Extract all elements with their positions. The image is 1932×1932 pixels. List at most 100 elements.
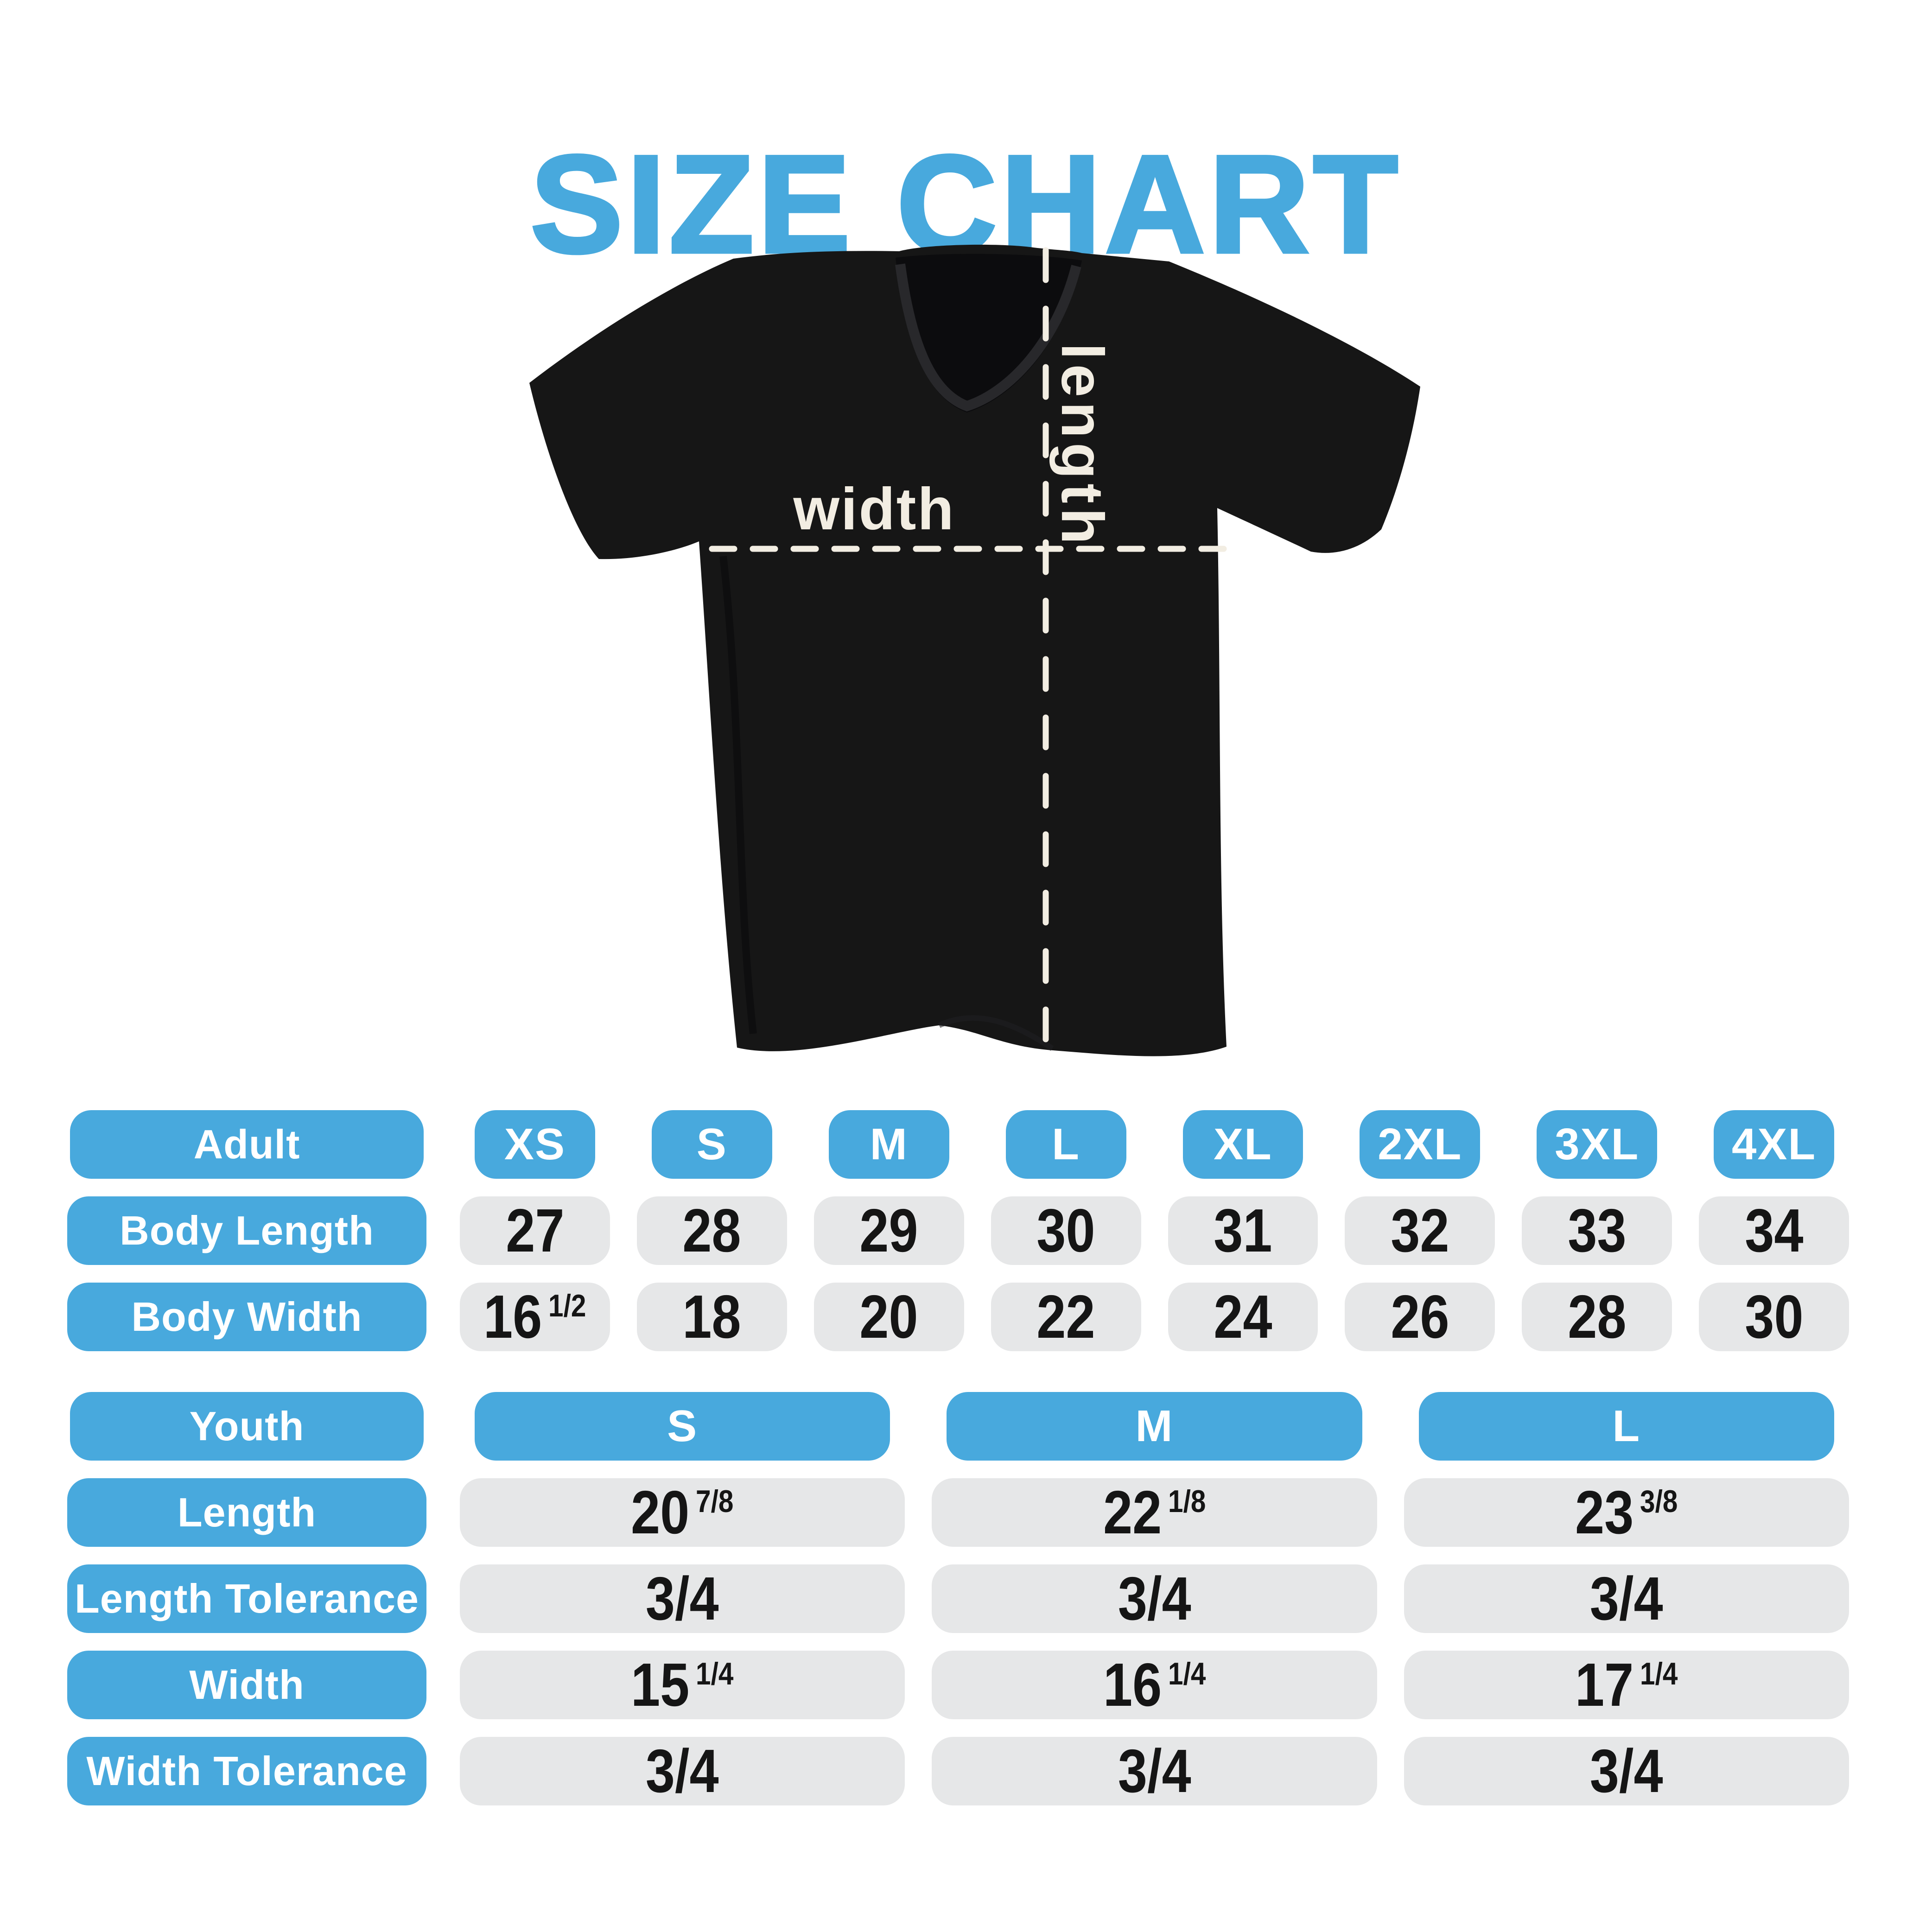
size-header-text: L <box>1612 1401 1641 1451</box>
value-fraction: 1/4 <box>1640 1656 1678 1691</box>
row-label-text: Body Width <box>131 1294 362 1340</box>
cell-value: 31 <box>1214 1200 1272 1261</box>
table-row-body-length: Body Length 27 28 29 30 31 32 33 34 <box>67 1196 1849 1265</box>
value-main: 24 <box>1214 1283 1272 1351</box>
cell-value: 3/4 <box>1590 1741 1663 1802</box>
value-main: 3/4 <box>1589 1737 1663 1805</box>
size-header-text: M <box>870 1119 908 1169</box>
cell-value: 22 <box>1036 1286 1095 1347</box>
cell-length-s: 20 7/8 <box>460 1478 905 1547</box>
cell-body-width-xl: 24 <box>1168 1283 1318 1351</box>
cell-body-length-2xl: 32 <box>1345 1196 1495 1265</box>
shirt-hem-fold <box>938 1015 1054 1051</box>
shirt-crease <box>719 556 757 1034</box>
cell-body-length-3xl: 33 <box>1522 1196 1672 1265</box>
size-header-s: S <box>475 1392 890 1461</box>
row-label-body-width: Body Width <box>67 1283 426 1351</box>
value-main: 20 <box>859 1283 918 1351</box>
size-header-text: L <box>1052 1119 1080 1169</box>
value-fraction: 1/8 <box>1168 1484 1206 1519</box>
cell-value: 28 <box>1568 1286 1626 1347</box>
size-header-xl: XL <box>1182 1110 1303 1179</box>
value-main: 22 <box>1036 1283 1095 1351</box>
cell-value: 27 <box>506 1200 564 1261</box>
adult-size-table: Adult XS S M L XL 2XL 3XL 4XL Body Length 27 28 29 30… <box>67 1110 1849 1351</box>
cell-body-length-s: 28 <box>636 1196 787 1265</box>
cell-length-tolerance-l: 3/4 <box>1404 1564 1849 1633</box>
cell-value: 22 1/8 <box>1103 1482 1206 1543</box>
size-header-text: XL <box>1214 1119 1272 1169</box>
size-header-text: 4XL <box>1732 1119 1817 1169</box>
youth-size-table: Youth S M L Length 20 7/8 22 1/8 23 3/8 Length Tole… <box>67 1392 1849 1805</box>
size-header-l: L <box>1418 1392 1834 1461</box>
cell-value: 32 <box>1391 1200 1449 1261</box>
value-main: 3/4 <box>646 1564 719 1633</box>
value-main: 33 <box>1568 1196 1627 1265</box>
size-header-text: S <box>667 1401 698 1451</box>
value-main: 3/4 <box>1589 1564 1663 1633</box>
adult-table-group-label: Adult <box>70 1110 424 1179</box>
cell-body-length-4xl: 34 <box>1699 1196 1849 1265</box>
size-header-text: M <box>1135 1401 1174 1451</box>
size-header-text: 3XL <box>1555 1119 1640 1169</box>
row-label-body-length: Body Length <box>67 1196 426 1265</box>
value-main: 31 <box>1214 1196 1272 1265</box>
cell-width-tolerance-l: 3/4 <box>1404 1737 1849 1805</box>
cell-value: 29 <box>860 1200 918 1261</box>
cell-body-width-m: 20 <box>813 1283 964 1351</box>
cell-width-tolerance-m: 3/4 <box>932 1737 1377 1805</box>
value-main: 22 <box>1103 1478 1162 1546</box>
group-label-text: Adult <box>193 1121 300 1167</box>
value-fraction: 7/8 <box>696 1484 734 1519</box>
size-header-m: M <box>828 1110 949 1179</box>
cell-length-tolerance-s: 3/4 <box>460 1564 905 1633</box>
cell-value: 3/4 <box>1590 1568 1663 1629</box>
cell-value: 3/4 <box>1118 1741 1191 1802</box>
cell-body-width-l: 22 <box>991 1283 1141 1351</box>
value-fraction: 1/2 <box>548 1288 586 1323</box>
row-label-width: Width <box>67 1651 426 1719</box>
cell-value: 3/4 <box>1118 1568 1191 1629</box>
size-header-text: 2XL <box>1378 1119 1462 1169</box>
cell-width-l: 17 1/4 <box>1404 1651 1849 1719</box>
value-main: 3/4 <box>1118 1564 1191 1633</box>
cell-body-length-xs: 27 <box>460 1196 610 1265</box>
table-row-body-width: Body Width 16 1/2 18 20 22 24 26 28 30 <box>67 1283 1849 1351</box>
cell-length-m: 22 1/8 <box>932 1478 1377 1547</box>
cell-value: 16 1/4 <box>1103 1654 1206 1716</box>
cell-value: 34 <box>1745 1200 1803 1261</box>
row-label-text: Width Tolerance <box>86 1748 407 1794</box>
value-main: 15 <box>631 1651 690 1719</box>
value-main: 32 <box>1391 1196 1449 1265</box>
youth-table-group-label: Youth <box>70 1392 424 1461</box>
cell-width-m: 16 1/4 <box>932 1651 1377 1719</box>
value-fraction: 3/8 <box>1640 1484 1678 1519</box>
size-header-4xl: 4XL <box>1714 1110 1834 1179</box>
value-main: 30 <box>1036 1196 1095 1265</box>
shirt-silhouette <box>529 244 1420 1056</box>
table-row-length: Length 20 7/8 22 1/8 23 3/8 <box>67 1478 1849 1547</box>
row-label-text: Width <box>189 1662 305 1708</box>
cell-value: 33 <box>1568 1200 1626 1261</box>
cell-length-tolerance-m: 3/4 <box>932 1564 1377 1633</box>
value-main: 30 <box>1744 1283 1804 1351</box>
cell-body-length-l: 30 <box>991 1196 1141 1265</box>
table-row-width: Width 15 1/4 16 1/4 17 1/4 <box>67 1651 1849 1719</box>
cell-value: 17 1/4 <box>1575 1654 1678 1716</box>
value-main: 18 <box>682 1283 741 1351</box>
cell-value: 28 <box>683 1200 741 1261</box>
cell-value: 16 1/2 <box>483 1286 586 1347</box>
size-header-xs: XS <box>475 1110 595 1179</box>
cell-body-length-xl: 31 <box>1168 1196 1318 1265</box>
value-main: 16 <box>483 1283 542 1351</box>
cell-value: 15 1/4 <box>631 1654 733 1716</box>
cell-body-width-3xl: 28 <box>1522 1283 1672 1351</box>
cell-value: 20 <box>860 1286 918 1347</box>
cell-width-tolerance-s: 3/4 <box>460 1737 905 1805</box>
row-label-width-tolerance: Width Tolerance <box>67 1737 426 1805</box>
row-label-length-tolerance: Length Tolerance <box>67 1564 426 1633</box>
value-main: 28 <box>1568 1283 1627 1351</box>
row-label-text: Body Length <box>120 1208 374 1253</box>
cell-body-length-m: 29 <box>813 1196 964 1265</box>
cell-body-width-2xl: 26 <box>1345 1283 1495 1351</box>
